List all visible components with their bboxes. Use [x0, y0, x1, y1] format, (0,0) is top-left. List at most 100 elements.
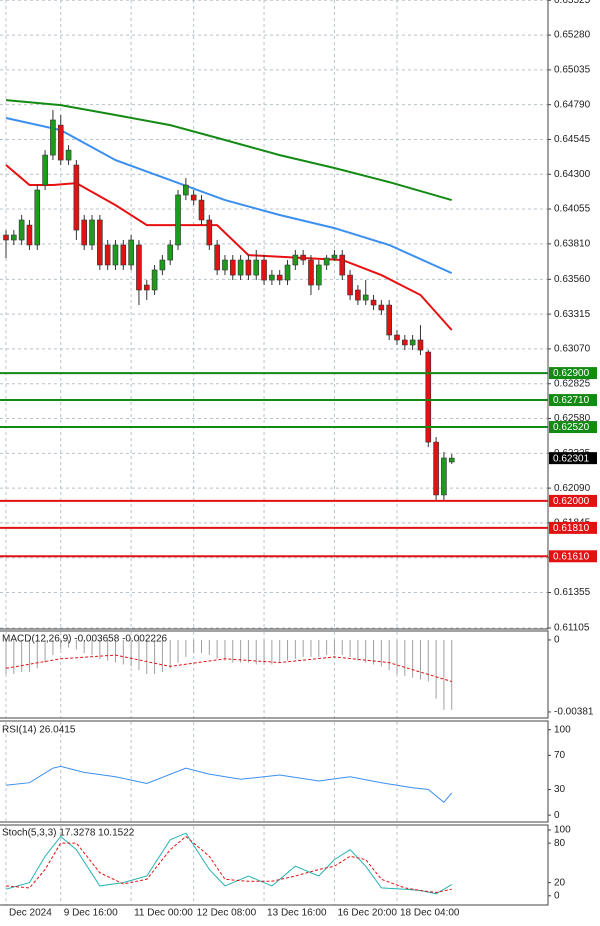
y-tick-label: 0 — [554, 635, 560, 646]
candle-body — [3, 234, 9, 241]
candle-body — [104, 244, 111, 266]
x-tick-label: Dec 2024 — [9, 908, 52, 919]
candle-body — [441, 457, 447, 496]
y-tick-label: 0 — [554, 890, 560, 901]
y-tick-label: 100 — [554, 825, 571, 836]
level-label-box — [549, 367, 597, 380]
y-tick-label: -0.00381 — [554, 707, 594, 718]
candle-body — [323, 257, 330, 266]
candle-body — [190, 194, 197, 201]
candle-body — [175, 194, 181, 246]
candle-body — [42, 154, 48, 186]
candle-body — [57, 124, 64, 161]
y-tick-label: 0.63810 — [554, 238, 591, 249]
level-label: 0.61810 — [553, 523, 590, 534]
candle-body — [347, 274, 353, 296]
plot-layer — [0, 0, 548, 905]
candle-body — [214, 244, 220, 271]
candle-body — [402, 339, 408, 346]
level-label-box — [549, 394, 597, 407]
y-tick-label: 0.62825 — [554, 378, 591, 389]
candle-body — [97, 219, 103, 266]
candle-body — [308, 259, 314, 286]
candle-body — [269, 274, 275, 281]
level-label: 0.61610 — [553, 551, 590, 562]
y-tick-label: 0.63070 — [554, 344, 591, 355]
candle-body — [183, 184, 189, 196]
candle-body — [167, 244, 174, 261]
candle-body — [425, 351, 432, 443]
candle-body — [362, 294, 369, 301]
candle-body — [253, 259, 260, 276]
x-tick-label: 11 Dec 00:00 — [134, 908, 193, 919]
y-tick-label: 0.61105 — [554, 623, 590, 634]
candle-body — [222, 259, 228, 271]
x-tick-label: 16 Dec 20:00 — [337, 908, 397, 919]
x-tick-label: 13 Dec 16:00 — [267, 908, 327, 919]
y-tick-label: 30 — [554, 784, 566, 795]
y-tick-label: 0.65035 — [554, 65, 591, 76]
y-tick-label: 0.64790 — [554, 99, 591, 110]
y-tick-label: 0.64300 — [554, 169, 591, 180]
y-tick-label: 20 — [554, 877, 566, 888]
y-tick-label: 0.62090 — [554, 483, 591, 494]
candle-body — [26, 224, 33, 246]
candle-body — [331, 254, 338, 259]
stoch-panel-frame — [0, 824, 549, 906]
rsi-panel-frame — [0, 720, 549, 823]
candle-body — [65, 149, 72, 161]
indicator-line — [5, 832, 452, 895]
y-tick-label: 0.64545 — [554, 134, 591, 145]
candle-body — [394, 334, 400, 341]
candle-body — [339, 254, 346, 276]
y-tick-label: 0.63560 — [554, 274, 591, 285]
indicator-line — [5, 765, 453, 804]
last-price-box — [549, 452, 597, 465]
level-label-box — [549, 550, 597, 563]
level-label-box — [549, 421, 597, 434]
candle-body — [34, 189, 41, 246]
y-tick-label: 0 — [554, 810, 560, 821]
candle-body — [276, 274, 283, 281]
level-label: 0.62900 — [553, 368, 590, 379]
level-label-box — [549, 494, 597, 507]
candle-body — [50, 119, 56, 156]
y-tick-label: 0.65525 — [554, 0, 591, 6]
candle-body — [143, 284, 150, 291]
candle-body — [355, 289, 361, 301]
y-tick-label: 100 — [554, 724, 571, 735]
axis-layer: 0.65525 0.65280 0.65035 0.64790 0.64545 0.643… — [9, 0, 597, 919]
candle-body — [198, 199, 205, 221]
last-price-label: 0.62301 — [553, 453, 590, 464]
level-label-box — [549, 521, 597, 534]
candle-body — [448, 457, 455, 463]
x-tick-label: 18 Dec 04:00 — [400, 908, 460, 919]
y-tick-label: 0.63315 — [554, 309, 591, 320]
candle-body — [378, 304, 385, 311]
level-label: 0.62000 — [553, 496, 590, 507]
main-panel-frame — [0, 0, 549, 630]
candle-body — [417, 339, 424, 351]
indicator-line — [5, 117, 453, 275]
candle-body — [81, 219, 87, 246]
candle-body — [151, 269, 158, 291]
y-tick-label: 70 — [554, 750, 566, 761]
candle-body — [245, 259, 252, 276]
candle-body — [11, 234, 17, 241]
candle-body — [300, 254, 306, 261]
candle-body — [409, 339, 416, 346]
indicator-line — [5, 835, 452, 894]
macd-panel-frame — [0, 630, 549, 719]
candle-body — [433, 441, 439, 496]
indicator-line — [5, 654, 452, 682]
candle-body — [159, 259, 166, 271]
candle-body — [261, 259, 267, 281]
candle-body — [386, 304, 392, 336]
candle-body — [73, 164, 80, 231]
candle-body — [89, 219, 95, 246]
y-tick-label: 80 — [554, 838, 566, 849]
y-tick-label: 0.64055 — [554, 204, 591, 215]
candle-body — [229, 259, 236, 276]
